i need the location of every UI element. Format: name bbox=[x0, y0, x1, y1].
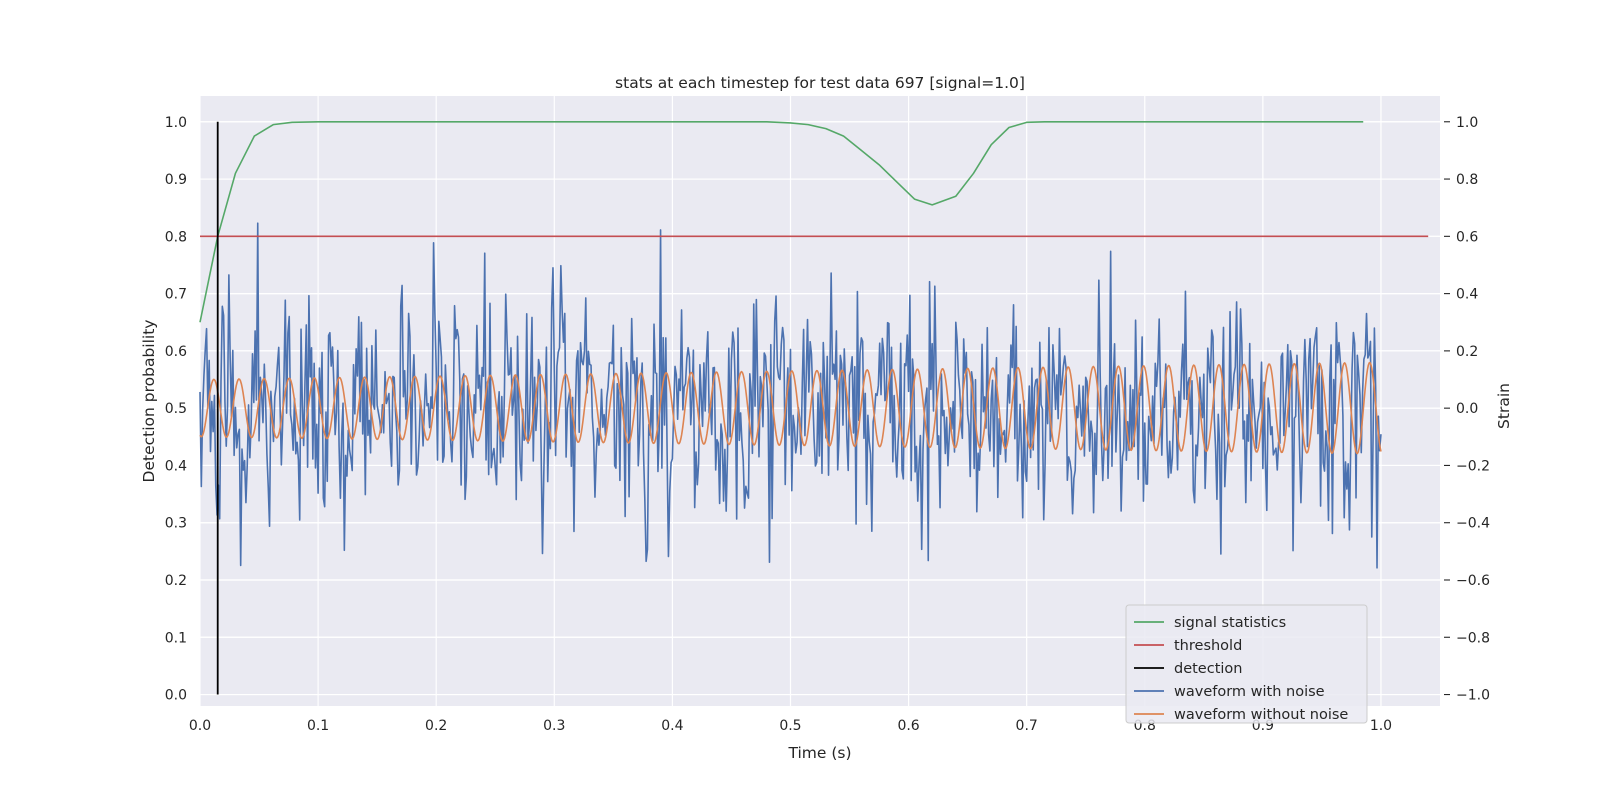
series-waveform-without-noise bbox=[199, 361, 1382, 455]
legend-label: waveform with noise bbox=[1174, 684, 1325, 700]
right-tick-label: 1.0 bbox=[1456, 115, 1478, 131]
series-signal-statistics bbox=[199, 120, 1364, 323]
x-tick-label: 0.4 bbox=[661, 718, 683, 734]
legend-label: signal statistics bbox=[1174, 615, 1286, 631]
y-axis-label: Detection probability bbox=[140, 320, 158, 483]
y-tick-label: 0.4 bbox=[165, 458, 187, 474]
y-tick-label: 1.0 bbox=[165, 115, 187, 131]
y-axis-ticks: 0.0 0.1 0.2 0.3 0.4 0.5 0.6 0.7 0.8 0.9 1.0 bbox=[165, 115, 187, 704]
y-tick-label: 0.0 bbox=[165, 688, 187, 704]
x-tick-label: 0.2 bbox=[425, 718, 447, 734]
legend: signal statistics threshold detection wavef… bbox=[1125, 604, 1368, 724]
y-tick-label: 0.8 bbox=[165, 229, 187, 245]
right-tick-label: −0.4 bbox=[1456, 516, 1490, 532]
series-layer bbox=[199, 120, 1429, 695]
legend-label: threshold bbox=[1174, 638, 1242, 654]
right-tick-label: 0.0 bbox=[1456, 401, 1478, 417]
y-tick-label: 0.3 bbox=[165, 516, 187, 532]
x-tick-label: 0.0 bbox=[189, 718, 211, 734]
right-tick-label: 0.4 bbox=[1456, 287, 1478, 303]
right-tick-label: −0.6 bbox=[1456, 573, 1490, 589]
legend-label: waveform without noise bbox=[1174, 707, 1348, 723]
right-tick-label: −0.8 bbox=[1456, 630, 1490, 646]
x-axis-ticks: 0.0 0.1 0.2 0.3 0.4 0.5 0.6 0.7 0.8 0.9 1.0 bbox=[189, 718, 1392, 734]
right-tick-label: 0.2 bbox=[1456, 344, 1478, 360]
y-tick-label: 0.1 bbox=[165, 630, 187, 646]
y-tick-label: 0.2 bbox=[165, 573, 187, 589]
chart-title: stats at each timestep for test data 697… bbox=[615, 74, 1025, 92]
legend-label: detection bbox=[1174, 661, 1242, 677]
right-axis-ticks: −1.0 −0.8 −0.6 −0.4 −0.2 0.0 0.2 0.4 0.6 0.8 1.0 bbox=[1444, 115, 1490, 704]
right-tick-label: 0.6 bbox=[1456, 229, 1478, 245]
x-axis-label: Time (s) bbox=[787, 744, 851, 762]
y-tick-label: 0.6 bbox=[165, 344, 187, 360]
series-waveform-with-noise bbox=[199, 222, 1382, 569]
right-tick-label: 0.8 bbox=[1456, 172, 1478, 188]
right-tick-label: −1.0 bbox=[1456, 688, 1490, 704]
x-tick-label: 1.0 bbox=[1370, 718, 1392, 734]
legend-box bbox=[1125, 604, 1368, 724]
right-axis-label: Strain bbox=[1495, 383, 1513, 429]
x-tick-label: 0.1 bbox=[307, 718, 329, 734]
x-tick-label: 0.6 bbox=[897, 718, 919, 734]
x-tick-label: 0.7 bbox=[1016, 718, 1038, 734]
y-tick-label: 0.7 bbox=[165, 287, 187, 303]
right-tick-label: −0.2 bbox=[1456, 458, 1490, 474]
y-tick-label: 0.9 bbox=[165, 172, 187, 188]
x-tick-label: 0.5 bbox=[779, 718, 801, 734]
y-tick-label: 0.5 bbox=[165, 401, 187, 417]
x-tick-label: 0.3 bbox=[543, 718, 565, 734]
